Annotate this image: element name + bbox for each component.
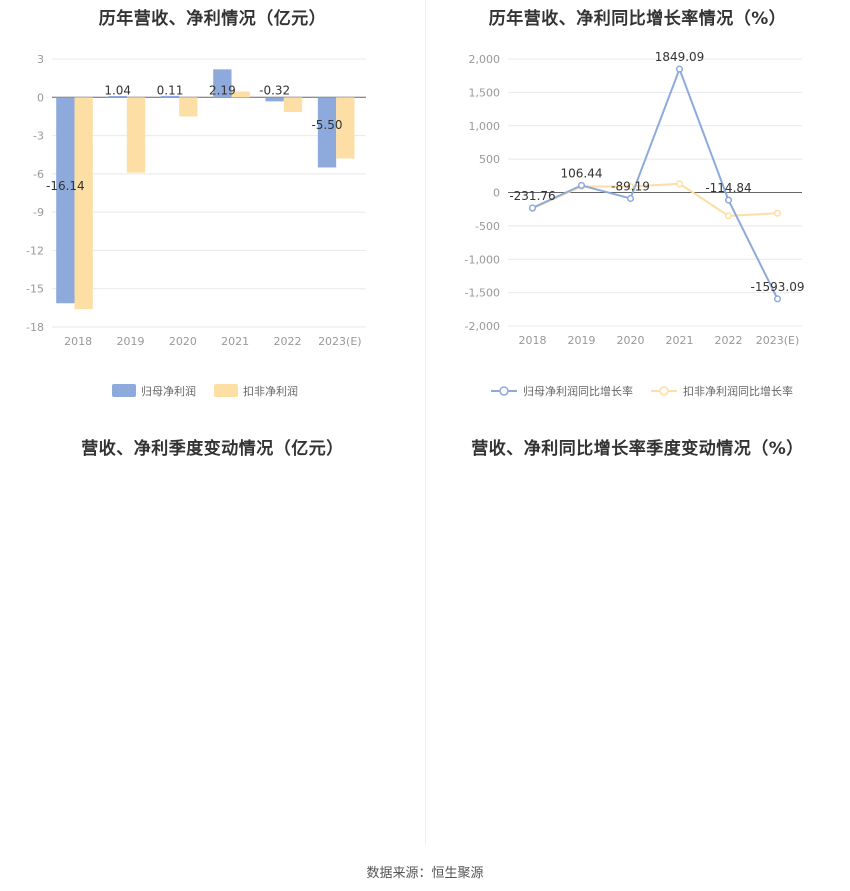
data-label: -114.84 — [705, 181, 751, 195]
bar — [231, 91, 250, 98]
legend-label: 扣非净利润 — [243, 384, 298, 398]
legend-swatch — [214, 384, 238, 397]
data-label: -89.19 — [611, 179, 650, 193]
data-label: 1849.09 — [655, 50, 705, 64]
legend-label: 归母净利润同比增长率 — [523, 384, 633, 398]
chart-title: 历年营收、净利同比增长率情况（%） — [488, 9, 787, 29]
source-footer: 数据来源：恒生聚源 — [366, 866, 484, 881]
x-tick-label: 2018 — [519, 334, 547, 347]
x-tick-label: 2021 — [221, 335, 249, 348]
data-point — [626, 194, 635, 203]
x-tick-label: 2023(E) — [756, 334, 800, 347]
x-tick-label: 2019 — [117, 335, 145, 348]
bar — [213, 69, 232, 98]
legend-label: 扣非净利润同比增长率 — [683, 384, 793, 398]
quarterly-profit-bar-chart: 1.510.50-0.5-1-1.5-22021Q42022Q12022Q220… — [0, 430, 425, 860]
y-tick-label: -18 — [26, 321, 44, 334]
y-tick-label: -500 — [475, 220, 500, 233]
chart-title: 营收、净利季度变动情况（亿元） — [81, 439, 344, 459]
data-point — [577, 181, 586, 189]
x-tick-label: 2020 — [169, 335, 197, 348]
y-tick-label: 2,000 — [469, 53, 501, 66]
y-tick-label: -9 — [33, 206, 44, 219]
chart-title: 历年营收、净利情况（亿元） — [98, 9, 327, 29]
bar — [108, 96, 127, 98]
y-tick-label: -6 — [33, 168, 44, 181]
data-point — [675, 65, 684, 73]
legend-swatch — [112, 384, 136, 397]
bar — [160, 95, 180, 98]
data-label: 0.11 — [157, 83, 184, 97]
x-tick-label: 2021 — [666, 334, 694, 347]
bar — [317, 97, 337, 168]
x-tick-label: 2020 — [617, 334, 645, 347]
data-point — [773, 295, 782, 303]
data-label: 1.04 — [104, 83, 131, 97]
x-tick-label: 2022 — [715, 334, 743, 347]
legend-marker — [659, 386, 669, 396]
series-line — [532, 66, 779, 300]
data-label: -1593.09 — [751, 280, 805, 294]
x-tick-label: 2022 — [274, 335, 302, 348]
data-point — [773, 209, 782, 217]
data-point — [675, 180, 684, 188]
data-label: -5.50 — [311, 118, 342, 132]
legend-marker — [499, 386, 509, 396]
y-tick-label: -12 — [26, 244, 44, 257]
y-tick-label: 500 — [479, 153, 500, 166]
data-label: 2.19 — [209, 83, 236, 97]
bar — [283, 97, 303, 112]
x-tick-label: 2018 — [64, 335, 92, 348]
data-point — [724, 212, 733, 220]
bar — [126, 97, 146, 173]
y-tick-label: -1,500 — [465, 287, 500, 300]
vertical-divider — [425, 0, 426, 845]
chart-panel-annual-profit: 历年营收、净利情况（亿元） 3 0 -3 -6 -9 -12 -15 -18 2018 2019 2… — [0, 0, 425, 430]
annual-profit-bar-chart: 3 0 -3 -6 -9 -12 -15 -18 2018 2019 2020 2021 2022 202… — [26, 53, 366, 398]
data-label: -231.76 — [509, 189, 555, 203]
chart-panel-annual-growth: 历年营收、净利同比增长率情况（%） 2,000 1,500 1,000 500 0 -50… — [425, 0, 850, 430]
chart-title: 营收、净利同比增长率季度变动情况（%） — [471, 439, 804, 459]
data-point — [626, 182, 635, 191]
data-point — [724, 196, 733, 204]
chart-panel-quarterly-profit: 营收、净利季度变动情况（亿元） 1.510.50-0.5-1-1.5-22021… — [0, 430, 425, 860]
y-tick-label: 0 — [493, 187, 500, 200]
y-tick-label: 1,000 — [469, 120, 501, 133]
bar — [56, 97, 75, 304]
y-tick-label: 3 — [37, 53, 44, 66]
data-label: -0.32 — [259, 83, 290, 97]
y-tick-label: -1,000 — [465, 253, 500, 266]
y-tick-label: 0 — [37, 91, 44, 104]
x-tick-label: 2019 — [568, 334, 596, 347]
data-label: 106.44 — [561, 166, 603, 180]
chart-panel-quarterly-growth: 营收、净利同比增长率季度变动情况（%） 1,0005000-500-1,000-… — [425, 430, 850, 860]
annual-growth-line-chart: 2,000 1,500 1,000 500 0 -500 -1,000 -1,500 -2,00… — [465, 50, 805, 398]
bar — [336, 97, 355, 159]
y-tick-label: 1,500 — [469, 86, 501, 99]
y-tick-label: -3 — [33, 130, 44, 143]
y-tick-label: -2,000 — [465, 320, 500, 333]
quarterly-growth-line-chart: 1,0005000-500-1,000-1,500-2,000-2,500202… — [425, 430, 850, 860]
data-label: -16.14 — [46, 179, 85, 193]
bar — [74, 97, 93, 310]
data-point — [528, 204, 537, 212]
bar — [179, 97, 198, 117]
legend-label: 归母净利润 — [141, 384, 196, 398]
y-tick-label: -15 — [26, 283, 44, 296]
bar — [265, 97, 284, 102]
x-tick-label: 2023(E) — [318, 335, 362, 348]
